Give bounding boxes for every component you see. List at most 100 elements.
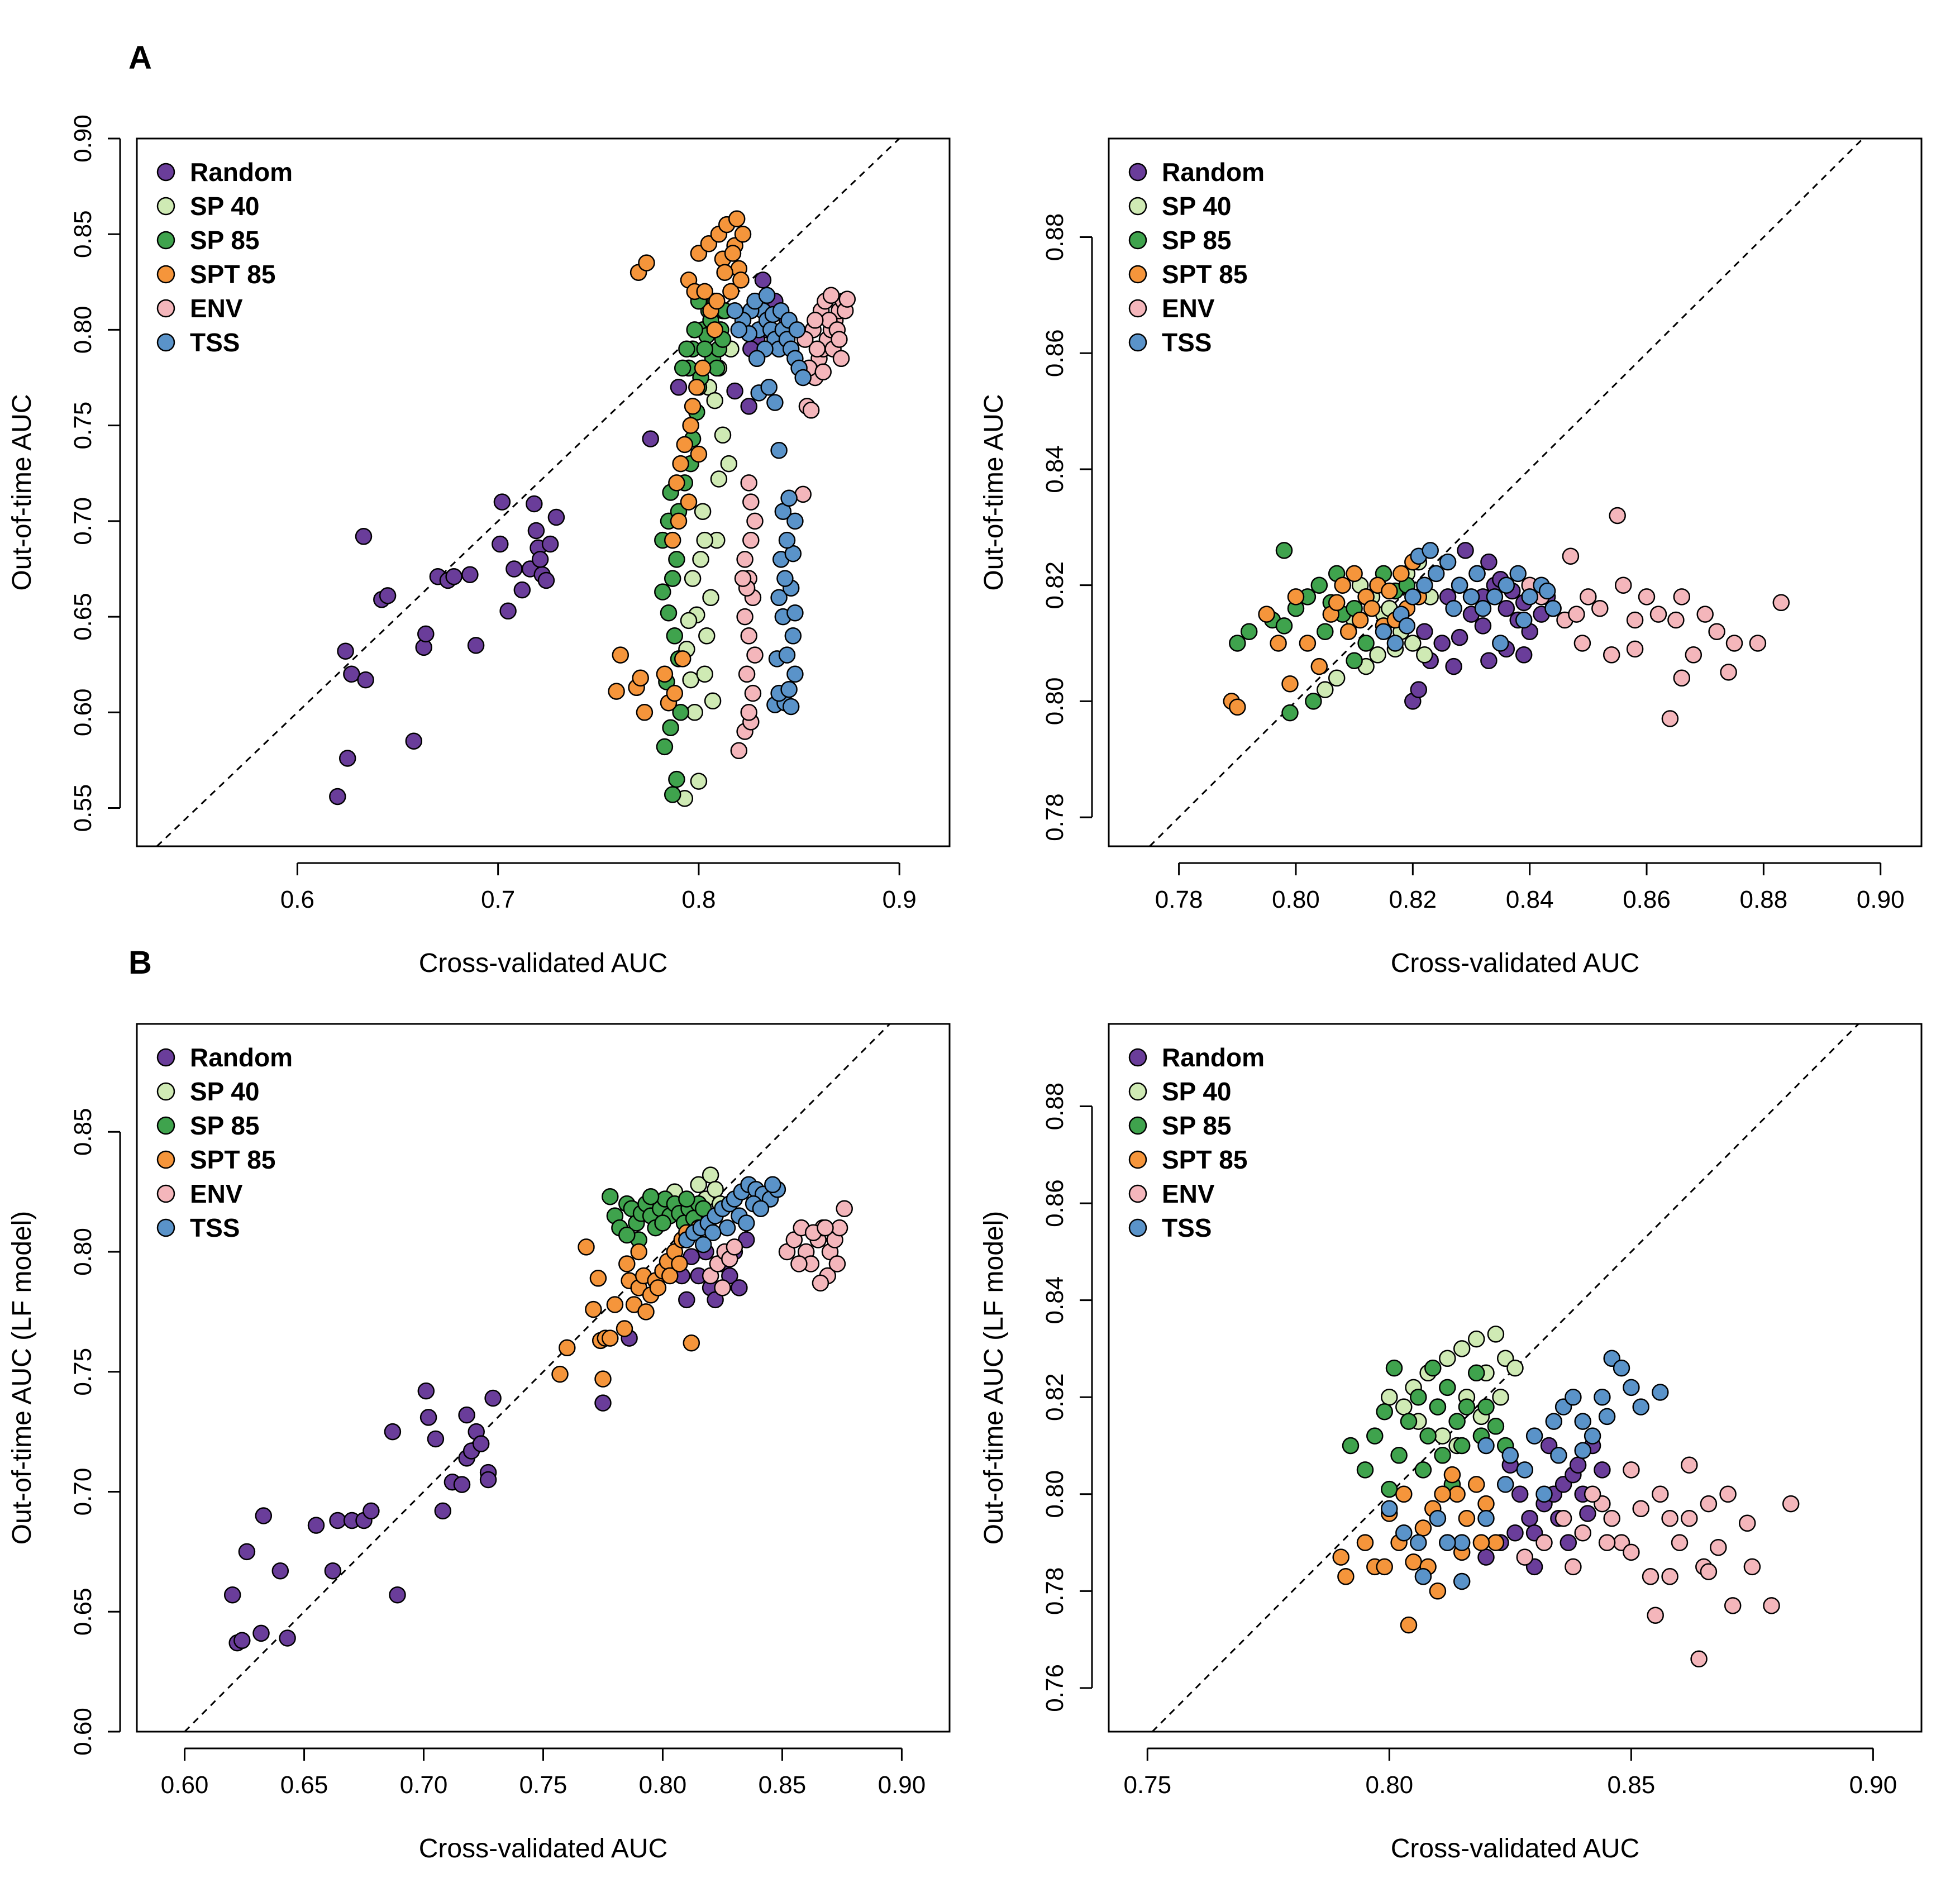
data-point	[1614, 576, 1632, 594]
data-point	[1229, 698, 1246, 716]
plot-frame	[1108, 1023, 1923, 1733]
legend-marker	[1128, 299, 1147, 318]
data-point	[678, 1291, 695, 1309]
legend-marker	[1128, 1116, 1147, 1135]
legend-label: SP 85	[190, 226, 259, 255]
data-point	[307, 1517, 325, 1534]
data-point	[417, 625, 435, 643]
reference-line-y-equals-x	[1151, 1024, 1859, 1732]
x-tick-label: 0.86	[1623, 886, 1671, 913]
data-point	[746, 512, 764, 530]
data-point	[737, 1214, 755, 1232]
data-point	[363, 1502, 380, 1520]
series-random	[223, 1231, 755, 1652]
data-point	[662, 719, 679, 736]
data-point	[1422, 542, 1439, 559]
plot-frame	[1108, 137, 1923, 847]
data-point	[602, 1329, 619, 1347]
data-point	[1453, 1437, 1471, 1455]
series-env	[1521, 507, 1790, 727]
data-point	[732, 271, 750, 289]
series-tss	[678, 1176, 786, 1253]
data-point	[698, 627, 716, 645]
data-point	[766, 394, 784, 411]
data-point	[1386, 635, 1404, 652]
data-point	[589, 1270, 607, 1287]
data-point	[802, 402, 820, 419]
y-tick-label: 0.85	[69, 210, 97, 258]
data-point	[1467, 1476, 1485, 1493]
y-tick-label: 0.84	[1041, 445, 1069, 493]
data-point	[736, 608, 754, 626]
y-axis-label: Out-of-time AUC (LF model)	[979, 1211, 1009, 1545]
x-tick-label: 0.65	[280, 1771, 328, 1799]
data-point	[1453, 1534, 1471, 1551]
x-tick-label: 0.78	[1155, 886, 1203, 913]
data-point	[1554, 1509, 1572, 1527]
data-point	[343, 665, 360, 683]
data-point	[612, 646, 630, 664]
x-tick-label: 0.7	[481, 886, 515, 913]
data-point	[1328, 669, 1346, 687]
data-point	[578, 1238, 595, 1256]
data-point	[696, 283, 713, 301]
legend-label: SP 40	[190, 192, 259, 221]
data-point	[606, 1296, 624, 1313]
data-point	[742, 493, 760, 511]
data-point	[1487, 1534, 1505, 1551]
data-point	[1763, 1597, 1780, 1614]
legend-marker	[156, 1116, 175, 1135]
data-point	[279, 1629, 296, 1647]
data-point	[668, 474, 685, 492]
x-tick-label: 0.9	[883, 886, 917, 913]
data-point	[1419, 1427, 1437, 1445]
legend-label: TSS	[1162, 1213, 1212, 1242]
data-point	[690, 445, 708, 463]
data-point	[1467, 1364, 1485, 1382]
data-point	[1671, 1534, 1689, 1551]
x-axis-label: Cross-validated AUC	[1391, 948, 1640, 978]
data-point	[742, 531, 760, 549]
data-point	[1429, 1583, 1447, 1600]
data-point	[1281, 704, 1299, 722]
data-point	[1580, 588, 1597, 606]
data-point	[776, 570, 794, 587]
y-axis-label: Out-of-time AUC	[7, 394, 37, 590]
legend-label: SP 85	[190, 1111, 259, 1140]
data-point	[547, 508, 565, 526]
y-tick-label: 0.82	[1041, 561, 1069, 609]
data-point	[1339, 623, 1357, 640]
data-point	[1700, 1563, 1718, 1580]
y-tick-label: 0.55	[69, 784, 97, 832]
data-point	[1357, 635, 1375, 652]
data-point	[1433, 635, 1451, 652]
series-sp-85	[654, 292, 733, 803]
data-point	[1468, 565, 1486, 583]
data-point	[670, 512, 688, 530]
data-point	[324, 1562, 342, 1580]
x-axis-label: Cross-validated AUC	[1391, 1834, 1640, 1863]
x-tick-label: 0.60	[161, 1771, 209, 1799]
data-point	[1638, 588, 1656, 606]
data-point	[786, 604, 804, 622]
data-point	[666, 627, 684, 645]
legend-label: SP 40	[1162, 1077, 1231, 1106]
data-point	[1429, 1398, 1447, 1415]
data-point	[1416, 576, 1433, 594]
data-point	[531, 551, 549, 568]
data-point	[384, 1423, 402, 1441]
data-point	[1334, 576, 1351, 594]
data-point	[680, 493, 698, 511]
legend-label: Random	[1162, 1043, 1265, 1072]
data-point	[1398, 617, 1416, 635]
legend-marker	[1128, 1150, 1147, 1169]
data-point	[680, 612, 698, 630]
data-point	[1477, 1495, 1495, 1513]
data-point	[831, 1219, 848, 1237]
data-point	[1506, 1359, 1524, 1377]
data-point	[1565, 1558, 1582, 1576]
data-point	[1632, 1500, 1649, 1518]
data-point	[1649, 606, 1667, 623]
data-point	[1416, 646, 1433, 664]
